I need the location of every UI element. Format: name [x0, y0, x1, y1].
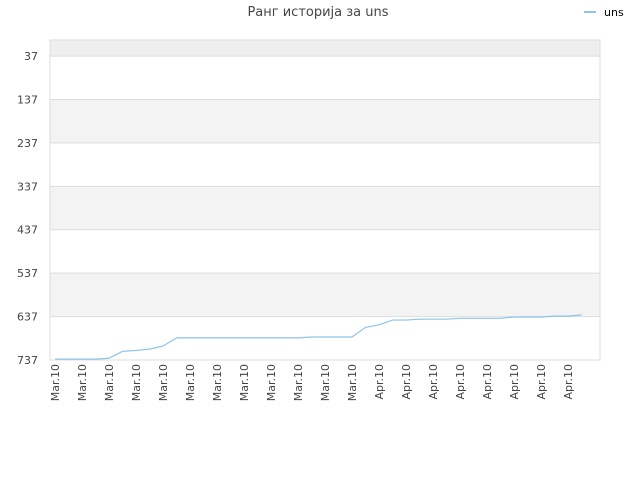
x-tick-label: Mar.10 [265, 364, 278, 401]
chart-title: Ранг историја за uns [247, 5, 388, 20]
y-tick-label: 437 [17, 224, 38, 237]
x-tick-label: Apr.10 [535, 364, 548, 400]
band [50, 40, 600, 57]
x-tick-label: Mar.10 [292, 364, 305, 401]
line [55, 314, 582, 360]
band [50, 99, 600, 143]
band [50, 56, 600, 100]
x-tick-label: Mar.10 [211, 364, 224, 401]
x-tick-label: Mar.10 [76, 364, 89, 401]
band [50, 229, 600, 274]
plot-frame [49, 39, 601, 361]
x-tick-label: Apr.10 [562, 364, 575, 400]
band [50, 316, 600, 360]
y-tick-label: 337 [17, 180, 38, 193]
legend-label: uns [604, 6, 624, 19]
band [50, 273, 600, 317]
x-tick-label: Mar.10 [157, 364, 170, 401]
y-tick-label: 537 [17, 267, 38, 280]
x-tick-label: Apr.10 [373, 364, 386, 400]
x-tick-label: Mar.10 [49, 364, 62, 401]
y-tick-label: 37 [24, 50, 38, 63]
band [50, 142, 600, 187]
x-tick-label: Apr.10 [508, 364, 521, 400]
y-tick-label: 637 [17, 311, 38, 324]
y-tick-label: 737 [17, 354, 38, 367]
y-tick-label: 237 [17, 137, 38, 150]
x-tick-label: Apr.10 [427, 364, 440, 400]
x-tick-label: Mar.10 [184, 364, 197, 401]
x-tick-label: Mar.10 [319, 364, 332, 401]
y-tick-label: 137 [17, 93, 38, 106]
band [50, 186, 600, 230]
x-tick-label: Apr.10 [400, 364, 413, 400]
x-tick-label: Mar.10 [238, 364, 251, 401]
x-tick-label: Apr.10 [454, 364, 467, 400]
x-tick-label: Apr.10 [481, 364, 494, 400]
x-tick-label: Mar.10 [103, 364, 116, 401]
x-tick-label: Mar.10 [130, 364, 143, 401]
x-tick-label: Mar.10 [346, 364, 359, 401]
